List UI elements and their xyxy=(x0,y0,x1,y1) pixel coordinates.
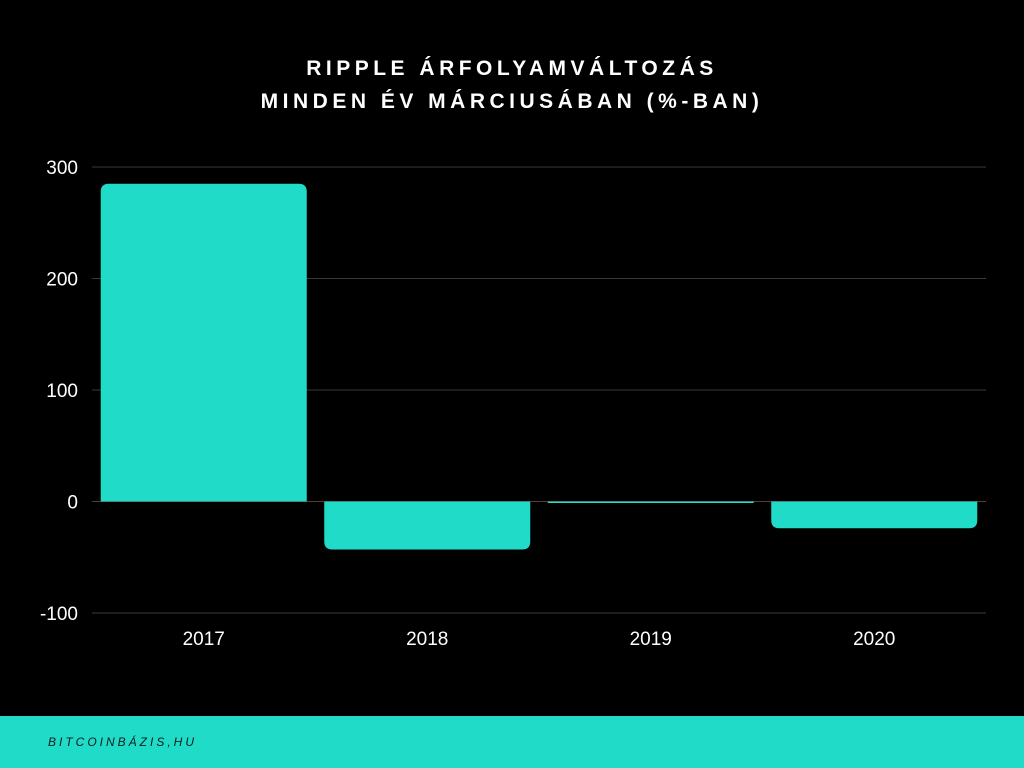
x-axis-ticks: 2017 2018 2019 2020 xyxy=(183,629,896,650)
chart-title: RIPPLE ÁRFOLYAMVÁLTOZÁS MINDEN ÉV MÁRCIU… xyxy=(0,52,1024,118)
footer-bar: BITCOINBÁZIS,HU xyxy=(0,716,1024,768)
bars xyxy=(100,183,978,550)
y-tick-label: -100 xyxy=(40,604,78,625)
footer-site-label: BITCOINBÁZIS,HU xyxy=(48,735,198,749)
chart-title-line-1: RIPPLE ÁRFOLYAMVÁLTOZÁS xyxy=(306,57,718,80)
y-tick-label: 300 xyxy=(46,158,78,179)
y-axis-ticks: 300 200 100 0 -100 xyxy=(40,158,78,625)
y-tick-label: 200 xyxy=(46,270,78,291)
x-tick-label: 2017 xyxy=(183,629,225,650)
y-tick-label: 100 xyxy=(46,381,78,402)
bar-2020 xyxy=(771,501,978,529)
chart-title-line-2: MINDEN ÉV MÁRCIUSÁBAN (%-BAN) xyxy=(260,90,764,113)
y-tick-label: 0 xyxy=(67,493,78,514)
x-tick-label: 2019 xyxy=(630,629,672,650)
x-tick-label: 2020 xyxy=(853,629,895,650)
bar-chart: 300 200 100 0 -100 2017 2018 2019 2020 xyxy=(40,158,986,650)
bar-2019 xyxy=(547,501,754,503)
bar-2018 xyxy=(324,501,531,550)
bar-2017 xyxy=(100,183,307,502)
x-tick-label: 2018 xyxy=(406,629,448,650)
